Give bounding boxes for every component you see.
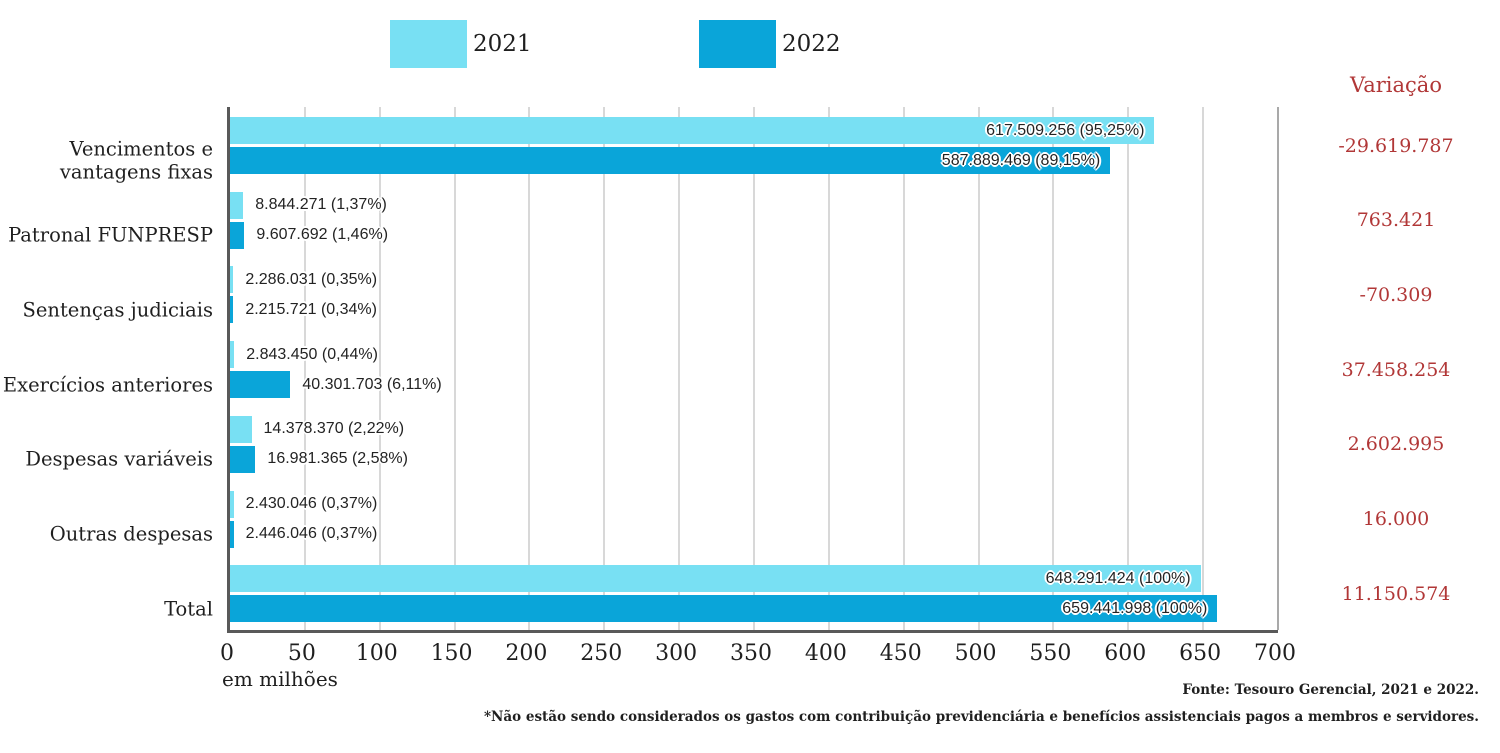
variation-value-2: 763.421 bbox=[1356, 209, 1436, 232]
bar-2022-5 bbox=[230, 445, 256, 473]
bar-2021-3 bbox=[230, 266, 234, 294]
x-tick-label-150: 150 bbox=[430, 641, 473, 666]
bar-2021-1 bbox=[230, 117, 1155, 144]
bar-label-2021-1: 617.509.256 (95,25%) bbox=[986, 121, 1145, 139]
bar-label-2021-6: 2.430.046 (0,37%) bbox=[245, 495, 378, 513]
legend-swatch-2022 bbox=[699, 20, 776, 68]
gridline-600 bbox=[1127, 107, 1130, 630]
variation-value-7: 11.150.574 bbox=[1341, 582, 1451, 605]
variation-value-1: -29.619.787 bbox=[1338, 134, 1454, 157]
gridline-550 bbox=[1052, 107, 1055, 630]
bar-label-2022-1: 587.889.469 (89,15%) bbox=[941, 151, 1101, 169]
bar-2021-7 bbox=[230, 565, 1201, 593]
bar-label-2022-4: 40.301.703 (6,11%) bbox=[302, 375, 442, 393]
bar-2022-4 bbox=[230, 371, 291, 399]
x-tick-label-550: 550 bbox=[1029, 641, 1072, 666]
legend-swatch-2021 bbox=[390, 20, 467, 68]
category-label-3: Sentenças judiciais bbox=[22, 298, 214, 322]
x-tick-label-0: 0 bbox=[220, 641, 234, 666]
variation-value-5: 2.602.995 bbox=[1347, 433, 1445, 456]
legend-item-2021: 2021 bbox=[390, 20, 532, 68]
bar-label-2022-3: 2.215.721 (0,34%) bbox=[245, 300, 377, 318]
bar-label-2021-5: 14.378.370 (2,22%) bbox=[263, 420, 405, 438]
gridline-100 bbox=[378, 107, 381, 630]
x-tick-label-350: 350 bbox=[730, 641, 772, 666]
bar-2021-2 bbox=[230, 191, 244, 219]
bar-label-2021-3: 2.286.031 (0,35%) bbox=[245, 270, 378, 288]
bar-2021-6 bbox=[230, 490, 234, 518]
x-tick-label-200: 200 bbox=[505, 641, 548, 666]
variation-column-header: Variação bbox=[1350, 73, 1442, 97]
plot-area: 617.509.256 (95,25%) 587.889.469 (89,15%)… bbox=[227, 107, 1279, 633]
bar-label-2022-6: 2.446.046 (0,37%) bbox=[245, 525, 378, 543]
bar-label-2021-4: 2.843.450 (0,44%) bbox=[246, 345, 378, 363]
gridline-500 bbox=[977, 107, 980, 630]
x-axis: 0 50 100 150 200 250 300 350 400 450 500 550 600 650 7… bbox=[220, 641, 1296, 671]
bar-label-2021-7: 648.291.424 (100%) bbox=[1045, 569, 1191, 587]
x-tick-label-450: 450 bbox=[879, 641, 922, 666]
gridline-650 bbox=[1202, 107, 1205, 630]
legend-label-2022: 2022 bbox=[782, 31, 841, 57]
bar-2022-7 bbox=[230, 595, 1218, 623]
legend-label-2021: 2021 bbox=[473, 31, 532, 57]
bar-2022-3 bbox=[230, 296, 234, 324]
category-label-1: Vencimentos e vantagens fixas bbox=[59, 137, 213, 184]
footnote: *Não estão sendo considerados os gastos … bbox=[484, 709, 1479, 725]
x-tick-label-400: 400 bbox=[804, 641, 847, 666]
bar-2021-5 bbox=[230, 415, 252, 443]
category-label-2: Patronal FUNPRESP bbox=[8, 223, 213, 247]
x-tick-label-700: 700 bbox=[1254, 641, 1296, 666]
variation-value-6: 16.000 bbox=[1362, 508, 1430, 531]
gridline-700 bbox=[1277, 107, 1279, 630]
x-tick-label-650: 650 bbox=[1179, 641, 1222, 666]
category-label-6: Outras despesas bbox=[49, 522, 213, 546]
gridline-250 bbox=[603, 107, 606, 630]
x-tick-label-300: 300 bbox=[655, 641, 698, 666]
x-tick-label-100: 100 bbox=[355, 641, 398, 666]
x-tick-label-50: 50 bbox=[287, 641, 316, 666]
gridline-150 bbox=[453, 107, 456, 630]
bar-2022-6 bbox=[230, 520, 234, 548]
x-tick-label-500: 500 bbox=[954, 641, 997, 666]
x-tick-label-250: 250 bbox=[580, 641, 623, 666]
source-note: Fonte: Tesouro Gerencial, 2021 e 2022. bbox=[1182, 682, 1479, 698]
bar-label-2022-5: 16.981.365 (2,58%) bbox=[267, 450, 408, 468]
bar-label-2022-7: 659.441.998 (100%) bbox=[1062, 599, 1208, 617]
bar-2021-4 bbox=[230, 341, 235, 369]
gridline-350 bbox=[753, 107, 755, 630]
variation-value-3: -70.309 bbox=[1359, 283, 1433, 306]
category-label-5: Despesas variáveis bbox=[25, 447, 213, 471]
category-label-7: Total bbox=[164, 597, 213, 621]
category-label-4: Exercícios anteriores bbox=[2, 372, 213, 396]
gridline-300 bbox=[678, 107, 681, 630]
gridline-400 bbox=[827, 107, 830, 630]
bar-label-2021-2: 8.844.271 (1,37%) bbox=[255, 196, 387, 214]
legend-item-2022: 2022 bbox=[699, 20, 841, 68]
bar-2022-1 bbox=[230, 147, 1111, 174]
gridline-200 bbox=[528, 107, 531, 630]
bar-2022-2 bbox=[230, 221, 245, 249]
bar-label-2022-2: 9.607.692 (1,46%) bbox=[256, 226, 389, 244]
gridline-50 bbox=[303, 107, 306, 630]
x-axis-unit-label: em milhões bbox=[222, 667, 338, 691]
variation-value-4: 37.458.254 bbox=[1341, 358, 1451, 381]
x-tick-label-600: 600 bbox=[1104, 641, 1147, 666]
gridline-450 bbox=[902, 107, 905, 630]
